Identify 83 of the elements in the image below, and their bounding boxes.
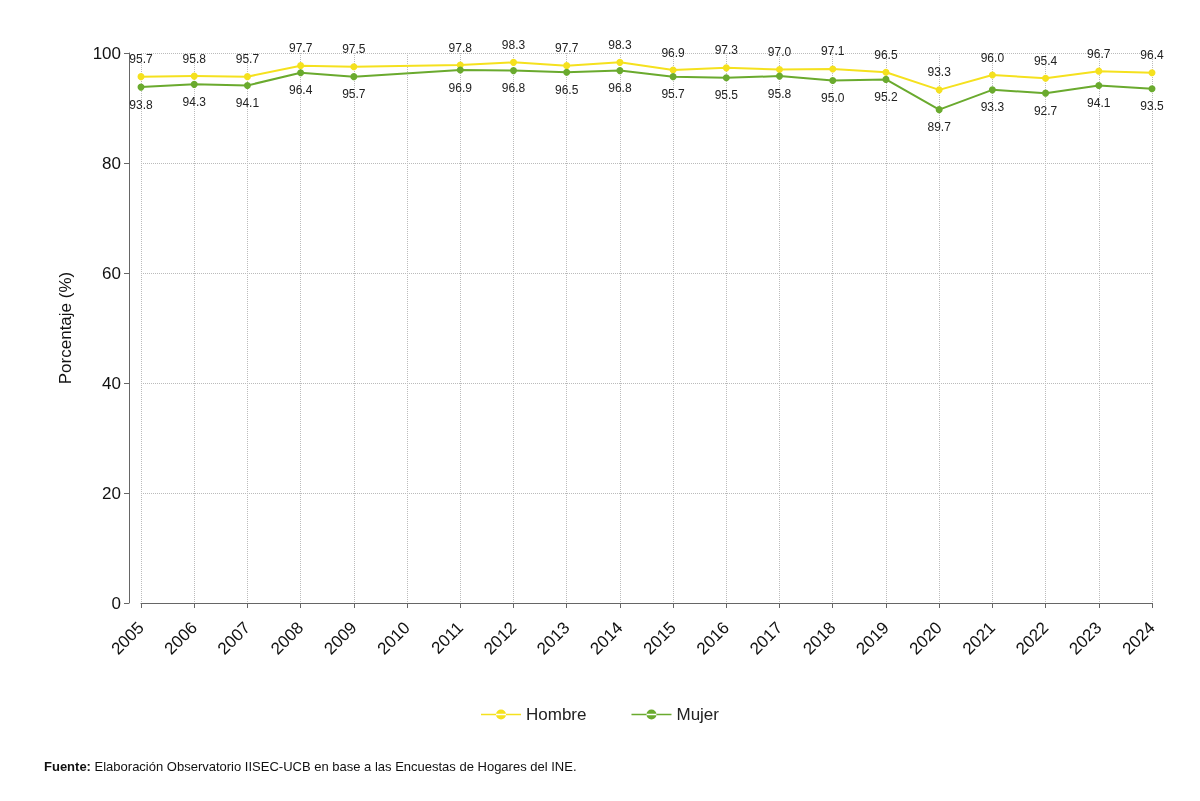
data-label: 89.7 xyxy=(927,120,952,135)
point xyxy=(616,58,624,66)
y-tick-label: 60 xyxy=(102,263,121,283)
point xyxy=(669,73,677,81)
legend-label: Mujer xyxy=(676,705,720,724)
data-label: 94.1 xyxy=(235,95,260,110)
data-label: 95.4 xyxy=(1033,53,1058,68)
point xyxy=(1148,85,1156,93)
point xyxy=(297,62,305,70)
point xyxy=(882,75,890,83)
y-tick-label: 0 xyxy=(111,593,121,613)
data-label: 92.7 xyxy=(1033,103,1058,118)
point xyxy=(1042,74,1050,82)
data-label: 93.5 xyxy=(1140,99,1164,114)
data-label: 96.8 xyxy=(501,81,526,96)
data-label: 93.8 xyxy=(129,97,153,112)
point xyxy=(935,106,943,114)
point xyxy=(243,81,251,89)
y-tick-label: 80 xyxy=(102,153,121,173)
point xyxy=(190,72,198,80)
y-tick-label: 100 xyxy=(92,43,121,63)
y-axis-title: Porcentaje (%) xyxy=(56,271,75,385)
data-label: 96.4 xyxy=(1140,48,1164,63)
point xyxy=(350,73,358,81)
data-label: 96.8 xyxy=(608,81,632,96)
point xyxy=(1042,89,1050,97)
data-label: 96.5 xyxy=(874,47,898,62)
point xyxy=(243,73,251,81)
point xyxy=(350,63,358,71)
point xyxy=(297,69,305,77)
point xyxy=(137,73,145,81)
point xyxy=(829,65,837,73)
data-label: 97.5 xyxy=(342,42,366,57)
data-label: 96.0 xyxy=(980,50,1005,65)
data-label: 95.7 xyxy=(661,87,686,102)
data-label: 94.1 xyxy=(1087,95,1111,110)
point xyxy=(509,58,517,66)
data-label: 95.8 xyxy=(182,51,207,66)
point xyxy=(776,72,784,80)
point xyxy=(456,66,464,74)
data-label: 96.7 xyxy=(1087,46,1111,61)
data-label: 97.8 xyxy=(448,40,473,55)
point xyxy=(829,77,837,84)
point xyxy=(882,68,890,76)
data-label: 97.1 xyxy=(821,44,845,59)
point xyxy=(563,68,571,76)
point xyxy=(988,86,996,94)
data-label: 95.7 xyxy=(129,52,153,67)
point xyxy=(776,66,784,73)
point xyxy=(935,86,943,94)
point xyxy=(722,64,730,72)
point xyxy=(563,62,571,70)
data-label: 98.3 xyxy=(501,37,526,52)
point xyxy=(1095,67,1103,75)
source-note: Fuente: Elaboración Observatorio IISEC-UCB en base a las Encuestas de Hogares del INE. xyxy=(44,759,577,774)
data-label: 96.9 xyxy=(448,80,473,95)
data-label: 96.9 xyxy=(661,45,686,60)
data-label: 95.0 xyxy=(821,91,845,105)
point xyxy=(988,71,996,79)
data-label: 93.3 xyxy=(980,100,1005,115)
data-label: 97.0 xyxy=(767,45,792,59)
data-label: 96.4 xyxy=(288,83,313,98)
data-label: 95.7 xyxy=(235,52,260,67)
y-tick-label: 40 xyxy=(102,373,121,393)
point xyxy=(1095,81,1103,89)
point xyxy=(616,67,624,75)
data-label: 97.7 xyxy=(288,41,313,56)
data-label: 93.3 xyxy=(927,65,952,80)
data-label: 95.2 xyxy=(874,89,898,104)
data-label: 95.7 xyxy=(342,87,366,102)
data-label: 95.5 xyxy=(714,88,739,103)
data-label: 96.5 xyxy=(555,82,579,97)
point xyxy=(1148,69,1156,77)
data-label: 97.3 xyxy=(714,43,739,58)
point xyxy=(509,67,517,75)
legend-label: Hombre xyxy=(526,705,587,724)
data-label: 98.3 xyxy=(608,37,632,52)
point xyxy=(722,74,730,82)
data-label: 97.7 xyxy=(555,41,579,56)
data-label: 94.3 xyxy=(182,94,207,109)
y-tick-label: 20 xyxy=(102,483,121,503)
data-label: 95.8 xyxy=(767,86,792,101)
point xyxy=(190,80,198,88)
